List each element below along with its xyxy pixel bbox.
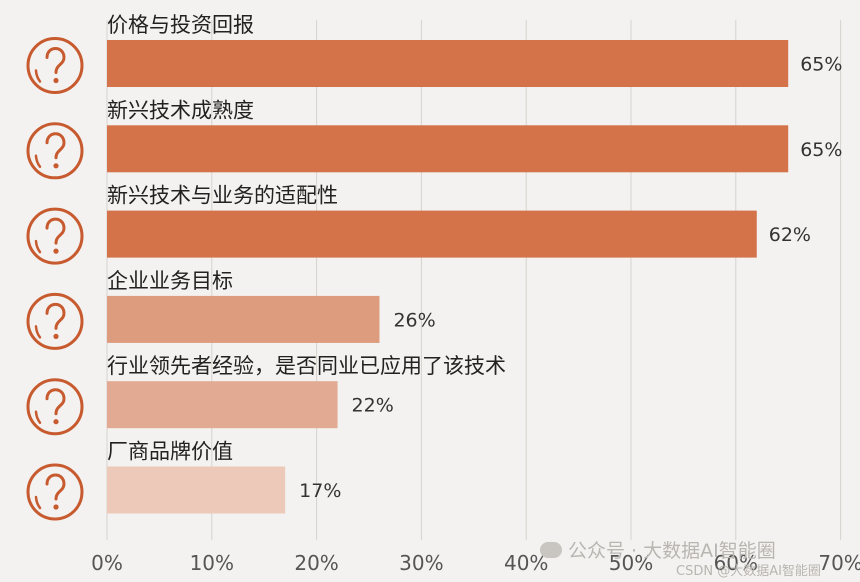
- category-label: 企业业务目标: [107, 269, 233, 293]
- wechat-icon: [540, 542, 562, 558]
- watermark-text: 公众号 · 大数据AI智能圈: [568, 540, 776, 562]
- x-tick-label: 60%: [714, 551, 758, 575]
- bar: [107, 466, 286, 514]
- x-tick-label: 70%: [818, 551, 860, 575]
- question-mark-icon: [26, 378, 84, 436]
- bar: [107, 125, 789, 173]
- x-tick-labels: 0% 10% 20% 30% 40% 50% 60% 70%: [91, 551, 860, 575]
- x-tick-label: 20%: [294, 551, 338, 575]
- question-mark-icon: [26, 207, 84, 265]
- category-label: 厂商品牌价值: [107, 440, 233, 464]
- value-label: 17%: [299, 480, 341, 502]
- category-label: 新兴技术成熟度: [107, 98, 254, 122]
- x-tick-label: 0%: [91, 551, 123, 575]
- x-tick-label: 50%: [609, 551, 653, 575]
- bars: [107, 40, 789, 514]
- watermark: 公众号 · 大数据AI智能圈: [540, 536, 776, 563]
- category-label: 价格与投资回报: [107, 13, 254, 37]
- value-label: 62%: [769, 224, 811, 246]
- x-tick-label: 10%: [190, 551, 234, 575]
- watermark-csdn: CSDN @大数据AI智能圈: [676, 564, 821, 579]
- bar: [107, 210, 757, 258]
- question-mark-icon: [26, 463, 84, 521]
- gridlines: [106, 20, 842, 540]
- bar: [107, 40, 789, 87]
- value-label: 26%: [393, 309, 435, 331]
- bar: [107, 295, 380, 343]
- value-label: 65%: [800, 54, 842, 76]
- question-mark-icon: [26, 37, 84, 94]
- category-label: 新兴技术与业务的适配性: [107, 184, 338, 208]
- value-label: 65%: [800, 139, 842, 161]
- bar: [107, 381, 338, 429]
- category-label: 行业领先者经验，是否同业已应用了该技术: [107, 354, 506, 378]
- question-icons: [26, 37, 84, 521]
- value-labels: 65% 65% 62% 26% 22% 17%: [299, 54, 842, 503]
- x-tick-label: 30%: [399, 551, 443, 575]
- category-labels: 价格与投资回报新兴技术成熟度新兴技术与业务的适配性企业业务目标行业领先者经验，是…: [107, 13, 506, 464]
- question-mark-icon: [26, 292, 84, 350]
- question-mark-icon: [26, 122, 84, 180]
- value-label: 22%: [352, 395, 394, 417]
